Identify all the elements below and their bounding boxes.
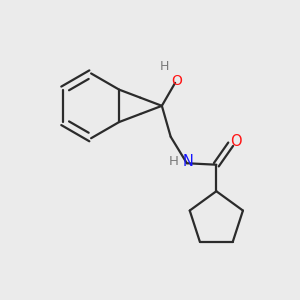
Text: H: H xyxy=(169,155,178,168)
Text: N: N xyxy=(183,154,194,169)
Text: O: O xyxy=(230,134,242,149)
Text: O: O xyxy=(171,74,182,88)
Text: H: H xyxy=(160,60,170,73)
